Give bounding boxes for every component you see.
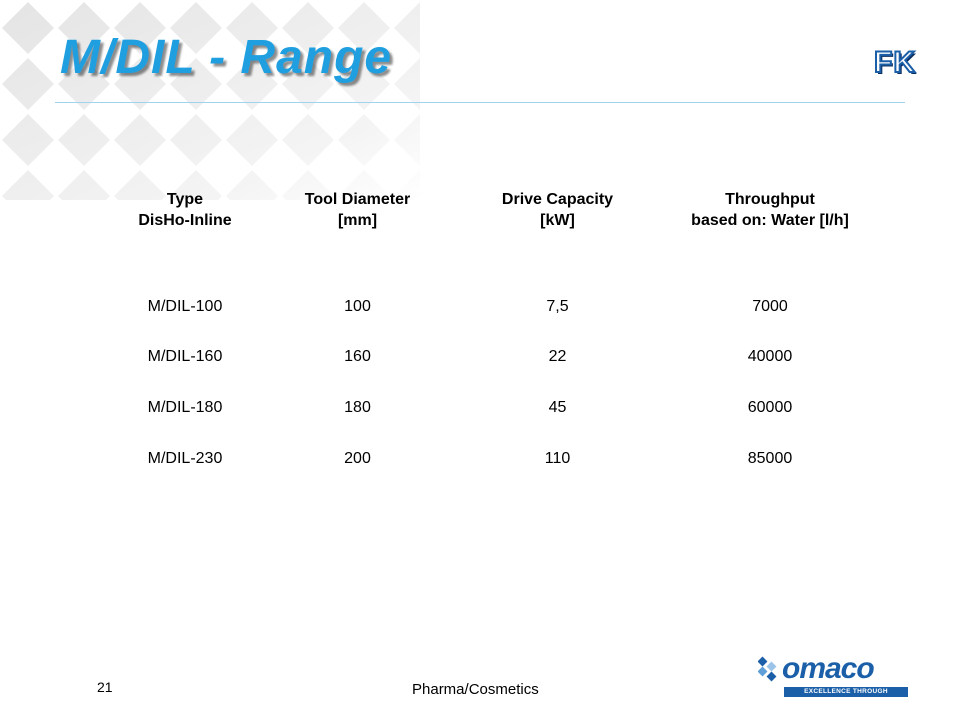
- cell-type: M/DIL-100: [147, 298, 223, 315]
- cell-drive-capacity: 22: [548, 347, 567, 365]
- cell-tool-diameter: 160: [344, 347, 371, 365]
- cell-drive-capacity: 45: [548, 398, 567, 416]
- header-tool-diameter: Tool Diameter [mm]: [304, 191, 411, 229]
- title-divider: [55, 102, 905, 103]
- cell-type: M/DIL-230: [147, 449, 223, 467]
- background-diamond-pattern: [0, 0, 420, 200]
- cell-drive-capacity: 7,5: [546, 298, 569, 315]
- table-row: M/DIL-100 100 7,5 7000: [110, 253, 880, 331]
- cell-tool-diameter: 100: [344, 298, 371, 315]
- cell-type: M/DIL-160: [147, 347, 223, 365]
- table-row: M/DIL-180 180 45 60000: [110, 382, 880, 433]
- header-throughput: Throughput based on: Water [l/h]: [691, 191, 849, 229]
- cell-throughput: 7000: [752, 298, 788, 315]
- cell-tool-diameter: 200: [344, 449, 371, 467]
- cell-drive-capacity: 110: [544, 449, 571, 467]
- slide-title: M/DIL - Range: [60, 31, 393, 84]
- table-row: M/DIL-230 200 110 85000: [110, 433, 880, 484]
- table-header-row: Type DisHo-Inline Tool Diameter [mm] Dri…: [110, 185, 880, 253]
- romaco-tagline: EXCELLENCE THROUGH INNOVATION: [784, 687, 908, 705]
- header-drive-capacity: Drive Capacity [kW]: [501, 191, 614, 229]
- cell-throughput: 40000: [747, 347, 793, 365]
- header-type: Type DisHo-Inline: [138, 191, 232, 229]
- cell-throughput: 60000: [747, 398, 793, 416]
- fk-logo: FK: [873, 45, 916, 80]
- romaco-wordmark: omaco: [782, 652, 875, 685]
- range-table: Type DisHo-Inline Tool Diameter [mm] Dri…: [110, 185, 880, 484]
- cell-throughput: 85000: [747, 449, 793, 467]
- cell-tool-diameter: 180: [344, 398, 371, 416]
- cell-type: M/DIL-180: [147, 398, 223, 416]
- page-number: 21: [97, 679, 113, 695]
- footer-text: Pharma/Cosmetics: [412, 681, 539, 698]
- romaco-logo: omaco EXCELLENCE THROUGH INNOVATION: [758, 652, 908, 705]
- romaco-r-mark-icon: [758, 656, 777, 682]
- table-row: M/DIL-160 160 22 40000: [110, 331, 880, 382]
